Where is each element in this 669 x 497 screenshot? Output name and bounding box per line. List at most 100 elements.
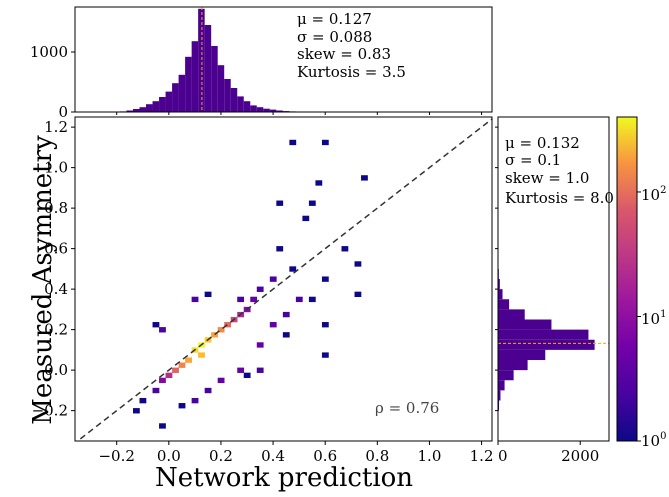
x-axis-ticks: −0.2 0.0 0.2 0.4 0.6 0.8 1.0 1.2 (98, 441, 494, 465)
right-x-ticks: 0 2000 (497, 441, 599, 465)
heatmap-cell (204, 291, 212, 298)
right-x-tick-label: 2000 (561, 447, 599, 465)
heatmap-cell (282, 311, 290, 318)
heatmap-cell (341, 246, 349, 252)
heatmap-cell (256, 367, 264, 373)
right-histogram-bar (498, 289, 503, 300)
heatmap-cell (276, 200, 284, 206)
heatmap-cell (302, 215, 310, 222)
heatmap-cell (282, 332, 290, 338)
y-tick-label: 0.4 (44, 280, 68, 298)
top-histogram-bar (224, 79, 231, 112)
y-axis-label: Measured Asymmetry (28, 135, 58, 425)
top-stat-sigma: σ = 0.088 (297, 28, 372, 46)
colorbar-frame (616, 116, 638, 442)
top-histogram-bar (217, 65, 225, 112)
heatmap-cell (159, 423, 166, 429)
heatmap-cell (191, 397, 199, 404)
correlation-annotation: ρ = 0.76 (375, 399, 439, 417)
colorbar: 100 101 102 (616, 116, 666, 450)
x-tick-label: 0.0 (157, 447, 181, 465)
right-marginal-frame (497, 116, 610, 442)
top-histogram-bar (132, 109, 140, 112)
identity-diagonal-line (76, 118, 492, 441)
x-tick-label: 0.4 (261, 447, 285, 465)
heatmap-cell (178, 362, 186, 368)
heatmap-cell (276, 246, 284, 252)
colorbar-tick-label-10: 101 (641, 309, 666, 328)
heatmap-cell (321, 322, 329, 328)
right-stat-sigma: σ = 0.1 (505, 151, 561, 169)
top-histogram-bar (165, 91, 173, 112)
top-histogram-bar (146, 104, 153, 112)
colorbar-tick-label-1: 100 (641, 431, 666, 450)
right-y-ticks (495, 126, 498, 412)
top-histogram-bar (256, 107, 264, 112)
top-histogram-bar (152, 101, 160, 112)
heatmap-cell (354, 261, 362, 267)
heatmap-cell (237, 296, 245, 303)
heatmap-cell (237, 367, 245, 373)
heatmap-cell (354, 291, 362, 298)
heatmap-cell (217, 377, 225, 384)
joint-2d-histogram: −0.2 0.0 0.2 0.4 0.6 0.8 1.0 1.2 −0.2 0.0 0.2 0.4 0… (28, 116, 494, 493)
heatmap-cell (321, 139, 329, 146)
heatmap-cell (321, 352, 329, 358)
y-tick-label: 0.2 (44, 321, 68, 339)
right-histogram-bar (498, 329, 589, 340)
y-tick-label: 0.6 (44, 240, 68, 258)
top-marginal-frame (74, 6, 493, 113)
heatmap-cell (315, 180, 323, 186)
y-tick-label: 1.2 (44, 118, 68, 136)
colorbar-tick-label-100: 102 (641, 185, 666, 204)
heatmap-cell (243, 372, 251, 379)
top-histogram-bar (237, 96, 244, 112)
right-histogram-bars (498, 268, 595, 421)
heatmap-cell (152, 322, 160, 328)
top-histogram-bar (172, 83, 179, 112)
top-stat-skew: skew = 0.83 (297, 45, 391, 63)
right-histogram-bar (498, 349, 546, 360)
heatmap-cell (172, 367, 179, 373)
top-x-ticks (116, 112, 483, 115)
heatmap-cell (178, 403, 186, 409)
heatmap-cell (224, 322, 232, 328)
heatmap-cell (217, 327, 225, 333)
heatmap-cell (204, 387, 212, 394)
x-axis-label: Network prediction (155, 463, 413, 493)
heatmap-cell (289, 266, 297, 272)
heatmap-cell (289, 139, 297, 146)
heatmap-cell (159, 377, 166, 384)
x-tick-label: 0.6 (313, 447, 337, 465)
top-y-tick-label: 0 (58, 103, 68, 121)
top-marginal-histogram: 0 1000 μ = 0.127 σ = 0.088 skew = 0.83 Ku… (30, 6, 493, 121)
heatmap-cell (308, 296, 316, 303)
x-tick-label: 0.2 (209, 447, 233, 465)
top-histogram-bar (211, 46, 218, 112)
heatmap-cell (211, 332, 218, 338)
heatmap-cell (256, 286, 264, 292)
top-histogram-bars (113, 8, 329, 113)
heatmap-cell (250, 296, 258, 303)
x-tick-label: 1.0 (418, 447, 442, 465)
right-stat-mu: μ = 0.132 (505, 134, 580, 152)
colorbar-gradient (617, 117, 637, 441)
heatmap-cell (256, 342, 264, 348)
top-y-tick-label: 1000 (30, 43, 68, 61)
y-tick-label: 0.8 (44, 199, 68, 217)
heatmap-cell (361, 175, 368, 181)
x-tick-label: 1.2 (470, 447, 494, 465)
joint-frame (74, 116, 493, 442)
y-tick-label: 0.0 (44, 361, 68, 379)
right-histogram-bar (498, 299, 510, 310)
right-histogram-bar (498, 279, 500, 290)
x-tick-label: −0.2 (98, 447, 134, 465)
top-histogram-bar (204, 25, 212, 112)
heatmap-cell (139, 397, 147, 404)
top-histogram-bar (159, 97, 166, 112)
heatmap-cell (198, 352, 205, 358)
heatmap-cell (308, 200, 316, 206)
heatmap-cell (191, 296, 199, 303)
heatmap-cell (185, 357, 192, 363)
